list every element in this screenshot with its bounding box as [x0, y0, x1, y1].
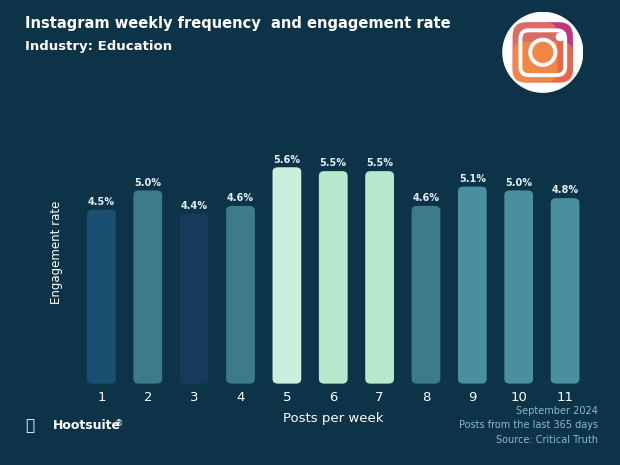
FancyBboxPatch shape — [226, 206, 255, 384]
Bar — [504, 191, 533, 384]
FancyBboxPatch shape — [273, 167, 301, 384]
Text: Hootsuite: Hootsuite — [53, 419, 121, 432]
Text: 5.0%: 5.0% — [135, 178, 161, 188]
Text: 5.5%: 5.5% — [320, 159, 347, 168]
Text: 4.8%: 4.8% — [552, 186, 578, 195]
FancyBboxPatch shape — [504, 191, 533, 384]
FancyBboxPatch shape — [412, 206, 440, 384]
Text: Industry: Education: Industry: Education — [25, 40, 172, 53]
Bar — [226, 206, 255, 384]
Bar — [87, 210, 116, 384]
Y-axis label: Engagement rate: Engagement rate — [50, 200, 63, 304]
Circle shape — [503, 13, 583, 92]
Text: ®: ® — [115, 419, 123, 429]
Text: 🦉: 🦉 — [25, 418, 34, 433]
FancyBboxPatch shape — [458, 186, 487, 384]
FancyBboxPatch shape — [365, 171, 394, 384]
Text: 5.1%: 5.1% — [459, 174, 486, 184]
Text: 4.6%: 4.6% — [412, 193, 440, 203]
Bar — [458, 186, 487, 384]
Bar — [412, 206, 440, 384]
Bar — [273, 167, 301, 384]
FancyBboxPatch shape — [133, 191, 162, 384]
Text: 4.4%: 4.4% — [180, 201, 208, 211]
Text: September 2024
Posts from the last 365 days
Source: Critical Truth: September 2024 Posts from the last 365 d… — [459, 405, 598, 445]
FancyBboxPatch shape — [319, 171, 348, 384]
FancyBboxPatch shape — [551, 198, 580, 384]
Bar — [551, 198, 580, 384]
FancyBboxPatch shape — [513, 22, 573, 82]
X-axis label: Posts per week: Posts per week — [283, 412, 384, 425]
Text: 4.6%: 4.6% — [227, 193, 254, 203]
FancyBboxPatch shape — [513, 42, 573, 82]
Bar — [180, 213, 208, 384]
Bar — [133, 191, 162, 384]
FancyBboxPatch shape — [180, 213, 208, 384]
FancyBboxPatch shape — [513, 22, 557, 82]
Bar — [319, 171, 348, 384]
Text: 5.0%: 5.0% — [505, 178, 532, 188]
Text: 4.5%: 4.5% — [88, 197, 115, 207]
Text: 5.6%: 5.6% — [273, 154, 300, 165]
Bar — [365, 171, 394, 384]
Text: Instagram weekly frequency  and engagement rate: Instagram weekly frequency and engagemen… — [25, 16, 450, 31]
Text: 5.5%: 5.5% — [366, 159, 393, 168]
FancyBboxPatch shape — [87, 210, 116, 384]
Circle shape — [556, 33, 564, 41]
